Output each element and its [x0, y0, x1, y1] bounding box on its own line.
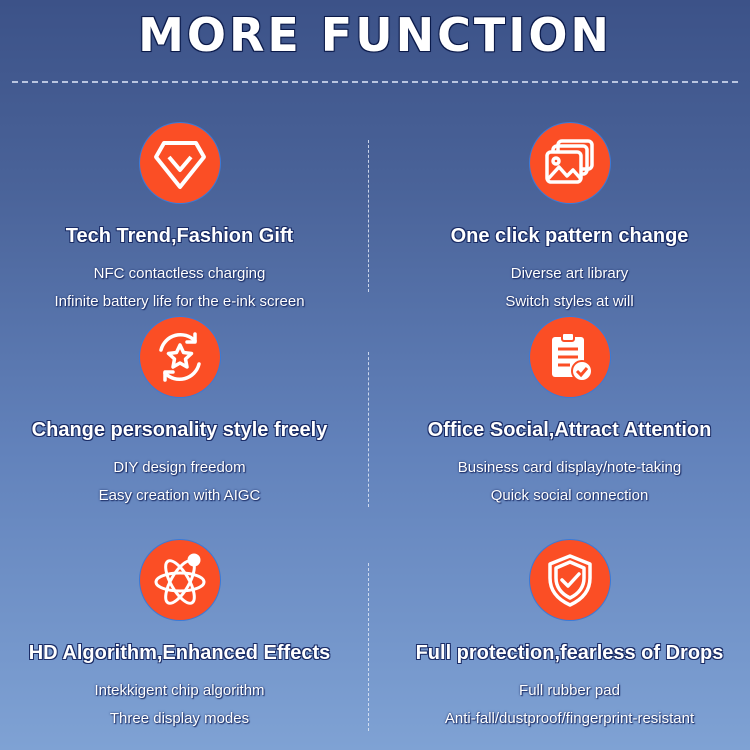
feature-heading: Office Social,Attract Attention	[427, 419, 712, 441]
feature-line: Quick social connection	[490, 487, 649, 504]
feature-heading: HD Algorithm,Enhanced Effects	[28, 642, 331, 664]
feature-card: One click pattern change Diverse art lib…	[382, 123, 750, 310]
feature-line: NFC contactless charging	[93, 265, 266, 282]
feature-line: Three display modes	[109, 710, 250, 727]
feature-line: Full rubber pad	[519, 682, 620, 699]
feature-card: HD Algorithm,Enhanced Effects Intekkigen…	[0, 540, 367, 727]
refresh-star-icon	[139, 317, 220, 397]
divider-vertical	[368, 140, 369, 292]
image-gallery-icon	[529, 123, 610, 203]
feature-card: Change personality style freely DIY desi…	[0, 317, 367, 504]
feature-line: DIY design freedom	[113, 459, 246, 476]
feature-line: Business card display/note-taking	[457, 459, 682, 476]
feature-line: Diverse art library	[510, 265, 629, 282]
feature-card: Full protection,fearless of Drops Full r…	[382, 540, 750, 727]
atom-icon	[139, 540, 220, 620]
feature-card: Office Social,Attract Attention Business…	[382, 317, 750, 504]
feature-line: Anti-fall/dustproof/fingerprint-resistan…	[444, 710, 695, 727]
feature-heading: Change personality style freely	[31, 419, 328, 441]
divider-vertical	[368, 352, 369, 507]
feature-line: Easy creation with AIGC	[98, 487, 261, 504]
shield-check-icon	[529, 540, 610, 620]
feature-card: Tech Trend,Fashion Gift NFC contactless …	[0, 123, 367, 310]
diamond-check-icon	[139, 123, 220, 203]
clipboard-check-icon	[529, 317, 610, 397]
divider-vertical	[368, 563, 369, 731]
feature-line: Infinite battery life for the e-ink scre…	[54, 293, 305, 310]
divider-horizontal	[12, 81, 738, 83]
page-title: MORE FUNCTION	[138, 8, 612, 62]
feature-heading: Full protection,fearless of Drops	[415, 642, 724, 664]
feature-line: Switch styles at will	[505, 293, 634, 310]
feature-heading: One click pattern change	[450, 225, 689, 247]
feature-heading: Tech Trend,Fashion Gift	[65, 225, 294, 247]
feature-line: Intekkigent chip algorithm	[94, 682, 265, 699]
